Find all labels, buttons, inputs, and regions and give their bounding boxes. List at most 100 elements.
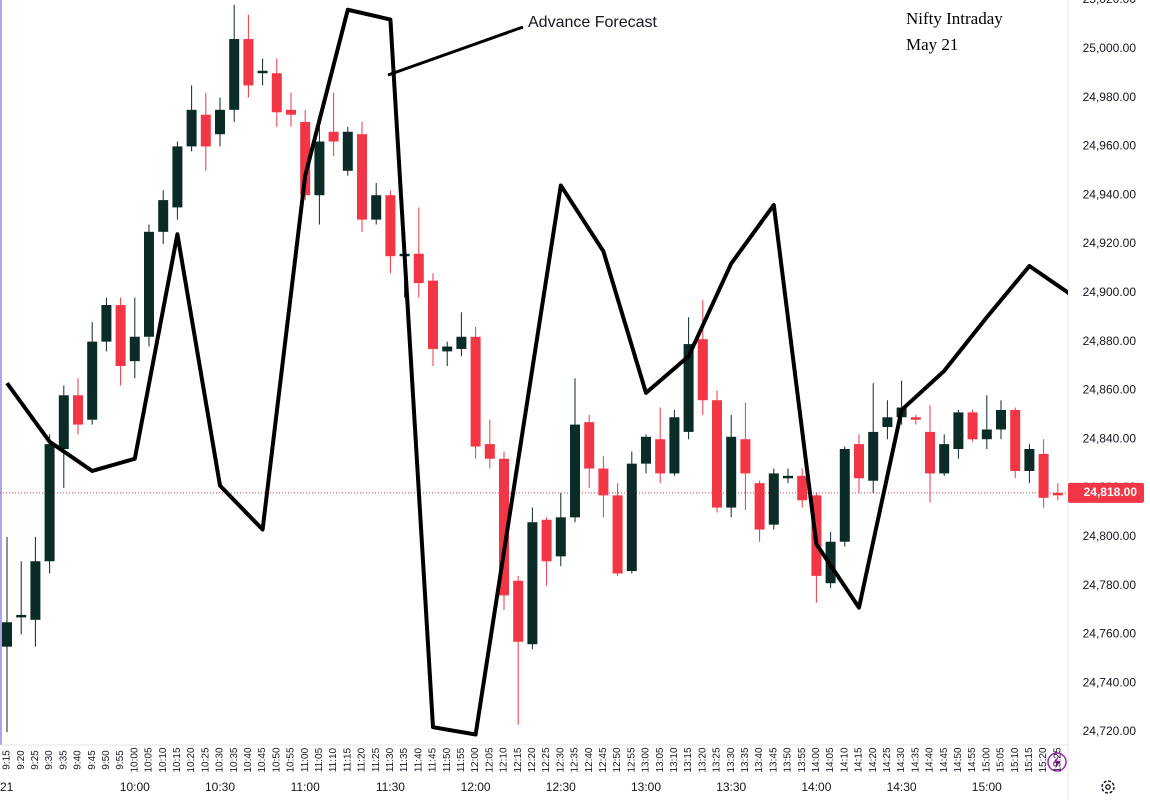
last-price-label: 24,818.00 (1084, 485, 1138, 499)
y-tick-label: 24,960.00 (1083, 139, 1137, 153)
x-tick-label: 14:40 (925, 747, 936, 772)
time-label: 12:30 (546, 780, 576, 794)
candle-body (1010, 409, 1021, 471)
candle-body (172, 146, 183, 208)
time-label: 13:00 (631, 780, 661, 794)
x-tick-label: 14:45 (939, 747, 950, 772)
y-tick-label: 24,940.00 (1083, 187, 1137, 201)
x-tick-label: 14:10 (839, 747, 850, 772)
x-tick-label: 12:05 (484, 747, 495, 772)
candle-body (30, 561, 41, 620)
candle-body (357, 134, 367, 220)
candle-body (1024, 449, 1035, 471)
x-tick-label: 14:25 (882, 747, 893, 772)
time-label: 11:30 (376, 780, 405, 794)
x-tick-label: 15:25 (1052, 747, 1063, 772)
y-tick-label: 25,020.00 (1083, 0, 1137, 6)
time-label: 14:30 (887, 780, 917, 794)
y-tick-label: 24,720.00 (1083, 724, 1137, 738)
x-tick-label: 9:15 (2, 750, 13, 770)
x-tick-label: 11:50 (442, 747, 453, 772)
x-tick-label: 11:15 (342, 747, 353, 772)
x-tick-label: 10:20 (186, 747, 197, 772)
x-tick-label: 10:00 (129, 747, 140, 772)
candle-body (555, 517, 566, 557)
x-tick-label: 14:55 (967, 747, 978, 772)
candle-body (243, 39, 254, 86)
x-tick-label: 14:30 (896, 747, 907, 772)
candle-body (996, 409, 1006, 430)
candle-body (342, 131, 353, 171)
candle-body (570, 424, 580, 518)
candle-body (967, 412, 978, 440)
candle-body (300, 122, 311, 196)
x-tick-label: 10:40 (243, 747, 254, 772)
candle-body (726, 436, 737, 508)
candle-body (641, 436, 651, 464)
annotation: Advance Forecast (528, 14, 658, 31)
y-tick-label: 24,800.00 (1083, 529, 1137, 543)
x-tick-label: 14:50 (953, 747, 964, 772)
x-tick-label: 15:15 (1024, 747, 1035, 772)
x-tick-label: 12:25 (541, 747, 552, 772)
x-tick-label: 12:50 (612, 747, 623, 772)
x-tick-label: 13:30 (726, 747, 737, 772)
x-tick-label: 13:40 (754, 747, 765, 772)
candle-body (981, 429, 992, 440)
candle-body (2, 622, 12, 647)
x-tick-label: 10:45 (257, 747, 268, 772)
x-tick-label: 12:35 (570, 747, 581, 772)
alert-icon[interactable] (1047, 752, 1067, 772)
y-tick-label: 24,920.00 (1083, 236, 1137, 250)
time-label: 13:30 (716, 780, 746, 794)
candle-body (87, 341, 98, 420)
last-price-tag (1068, 482, 1144, 503)
candle-body (200, 114, 211, 147)
x-tick-label: 15:05 (996, 747, 1007, 772)
x-tick-label: 14:05 (825, 747, 836, 772)
candle-body (286, 109, 296, 115)
candle-body (58, 395, 69, 450)
y-tick-label: 24,880.00 (1083, 334, 1137, 348)
candle-body (797, 475, 808, 501)
settings-icon[interactable] (1101, 780, 1115, 794)
x-tick-label: 11:55 (456, 747, 467, 772)
x-tick-label: 10:15 (172, 747, 183, 772)
candle-body (371, 195, 382, 220)
candle-body (229, 39, 240, 110)
candle-body (314, 141, 325, 196)
x-tick-label: 14:15 (854, 747, 865, 772)
candle-body (768, 473, 779, 525)
x-tick-label: 12:45 (598, 747, 609, 772)
x-tick-label: 11:10 (328, 747, 339, 772)
candle-body (1052, 492, 1063, 496)
candle-body (740, 439, 751, 474)
candle-body (456, 336, 467, 349)
x-tick-label: 13:15 (683, 747, 694, 772)
x-tick-label: 15:10 (1010, 747, 1021, 772)
candle-body (598, 468, 609, 496)
plot-area (0, 4, 1068, 737)
x-tick-label: 13:00 (641, 747, 652, 772)
candle-body (499, 458, 509, 596)
x-tick-label: 12:55 (626, 747, 637, 772)
candle-body (257, 70, 268, 74)
x-tick-label: 13:10 (669, 747, 680, 772)
candle-body (527, 522, 538, 645)
time-label: 12:00 (461, 780, 491, 794)
chart-subtitle: May 21 (906, 35, 958, 54)
x-tick-label: 10:05 (144, 747, 155, 772)
time-label: 15:00 (972, 780, 1002, 794)
x-tick-label: 9:45 (87, 750, 98, 770)
x-tick-label: 13:35 (740, 747, 751, 772)
x-tick-label: 9:30 (44, 750, 55, 770)
x-tick-label: 13:20 (697, 747, 708, 772)
candle-body (882, 417, 893, 428)
candle-body (413, 253, 424, 284)
candle-body (129, 336, 140, 362)
x-tick-label: 14:00 (811, 747, 822, 772)
candle-body (428, 280, 438, 349)
x-tick-label: 10:50 (271, 747, 282, 772)
date-label: 21 (0, 780, 14, 794)
candle-body (470, 336, 481, 447)
